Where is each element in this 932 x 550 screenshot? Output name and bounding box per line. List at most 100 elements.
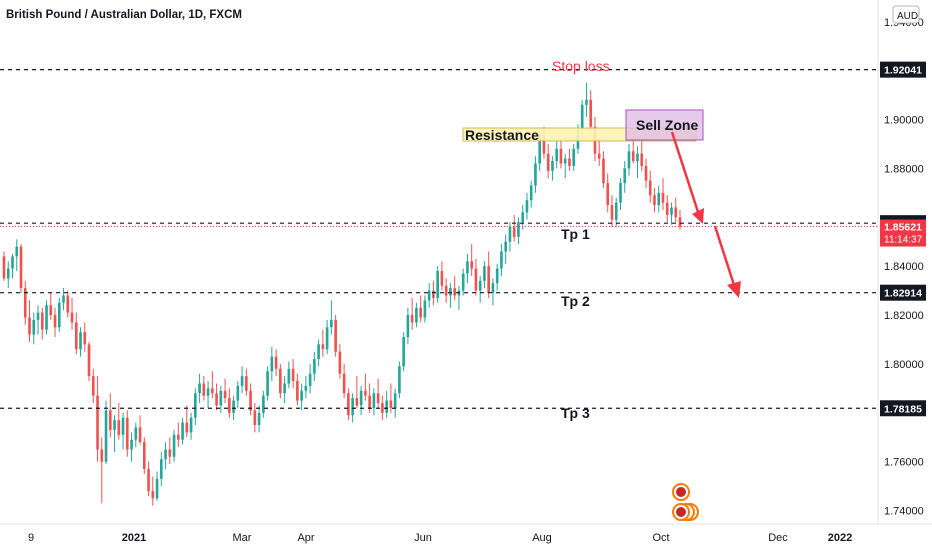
candle-body[interactable] — [104, 410, 108, 462]
candle-body[interactable] — [240, 376, 244, 386]
candle-body[interactable] — [568, 158, 571, 166]
candle-body[interactable] — [546, 153, 550, 171]
candle-body[interactable] — [168, 449, 172, 457]
candle-body[interactable] — [151, 491, 155, 499]
candle-body[interactable] — [245, 376, 248, 391]
candle-body[interactable] — [648, 180, 652, 196]
candle-body[interactable] — [619, 183, 622, 203]
candle-body[interactable] — [385, 400, 388, 413]
candle-body[interactable] — [610, 205, 614, 220]
candle-body[interactable] — [164, 449, 167, 460]
candle-body[interactable] — [432, 290, 435, 298]
candle-body[interactable] — [534, 163, 537, 186]
candle-body[interactable] — [313, 359, 316, 374]
candle-body[interactable] — [423, 300, 427, 318]
candle-body[interactable] — [87, 344, 91, 377]
candle-body[interactable] — [653, 195, 656, 206]
candle-body[interactable] — [393, 393, 397, 408]
candle-body[interactable] — [640, 153, 644, 166]
candle-body[interactable] — [206, 388, 210, 396]
candle-body[interactable] — [117, 420, 121, 435]
candle-body[interactable] — [96, 395, 99, 450]
candle-body[interactable] — [661, 192, 665, 203]
candle-body[interactable] — [330, 319, 333, 328]
candle-body[interactable] — [274, 356, 278, 369]
candle-body[interactable] — [500, 251, 503, 269]
candle-body[interactable] — [125, 417, 129, 450]
candle-body[interactable] — [474, 268, 478, 291]
candle-body[interactable] — [159, 459, 163, 479]
candle-body[interactable] — [45, 305, 48, 330]
candle-body[interactable] — [28, 317, 31, 335]
candle-body[interactable] — [602, 158, 605, 184]
candle-body[interactable] — [376, 393, 380, 404]
candle-body[interactable] — [211, 388, 214, 394]
candle-body[interactable] — [440, 271, 444, 286]
candle-body[interactable] — [304, 385, 308, 391]
candle-body[interactable] — [185, 422, 189, 433]
candle-body[interactable] — [202, 383, 206, 396]
candle-body[interactable] — [657, 192, 661, 206]
candle-body[interactable] — [257, 412, 261, 426]
candle-body[interactable] — [291, 368, 295, 382]
candle-body[interactable] — [130, 439, 133, 450]
candle-body[interactable] — [147, 469, 150, 492]
candle-body[interactable] — [253, 410, 257, 426]
candle-body[interactable] — [270, 356, 274, 372]
candle-body[interactable] — [444, 285, 448, 296]
candle-body[interactable] — [113, 420, 116, 430]
candle-body[interactable] — [36, 312, 40, 320]
candle-body[interactable] — [504, 241, 508, 252]
candle-body[interactable] — [644, 165, 648, 181]
candle-body[interactable] — [359, 390, 363, 406]
candle-body[interactable] — [23, 288, 27, 318]
candle-body[interactable] — [134, 427, 138, 440]
candle-body[interactable] — [279, 368, 282, 394]
candle-body[interactable] — [453, 288, 456, 296]
candle-body[interactable] — [338, 351, 342, 374]
candle-body[interactable] — [623, 168, 627, 184]
candle-body[interactable] — [296, 381, 299, 401]
candle-body[interactable] — [100, 449, 104, 462]
candle-body[interactable] — [674, 207, 678, 218]
candle-body[interactable] — [538, 136, 542, 164]
candle-body[interactable] — [266, 371, 269, 396]
candle-body[interactable] — [283, 383, 286, 394]
candle-body[interactable] — [398, 366, 401, 394]
candle-body[interactable] — [487, 266, 490, 294]
candle-body[interactable] — [321, 344, 325, 350]
candle-body[interactable] — [419, 307, 422, 318]
candle-body[interactable] — [589, 99, 593, 127]
candle-body[interactable] — [670, 207, 673, 215]
candle-body[interactable] — [483, 266, 486, 281]
candle-body[interactable] — [219, 390, 223, 406]
candle-body[interactable] — [172, 434, 176, 457]
candle-body[interactable] — [74, 322, 78, 350]
candle-body[interactable] — [597, 153, 601, 159]
candle-body[interactable] — [189, 417, 193, 433]
candle-body[interactable] — [236, 385, 240, 401]
candle-body[interactable] — [461, 273, 465, 291]
candle-body[interactable] — [525, 200, 529, 213]
candle-body[interactable] — [627, 151, 631, 169]
candle-body[interactable] — [108, 410, 112, 430]
candle-body[interactable] — [517, 222, 520, 237]
candle-body[interactable] — [62, 295, 65, 303]
candle-body[interactable] — [585, 99, 588, 105]
candle-body[interactable] — [181, 422, 184, 440]
time-axis[interactable]: 9 2021 Mar Apr Jun Aug Oct Dec 2022 — [28, 532, 852, 544]
candle-body[interactable] — [402, 337, 405, 367]
candle-body[interactable] — [406, 315, 410, 338]
candle-body[interactable] — [572, 148, 576, 166]
candle-body[interactable] — [287, 368, 291, 384]
candle-body[interactable] — [300, 390, 303, 401]
candle-body[interactable] — [308, 373, 312, 386]
candle-body[interactable] — [155, 478, 159, 499]
candle-body[interactable] — [563, 158, 567, 164]
candle-body[interactable] — [355, 398, 359, 406]
candle-body[interactable] — [495, 268, 499, 284]
candle-body[interactable] — [121, 417, 125, 435]
candle-body[interactable] — [364, 390, 367, 396]
candle-body[interactable] — [32, 319, 36, 335]
